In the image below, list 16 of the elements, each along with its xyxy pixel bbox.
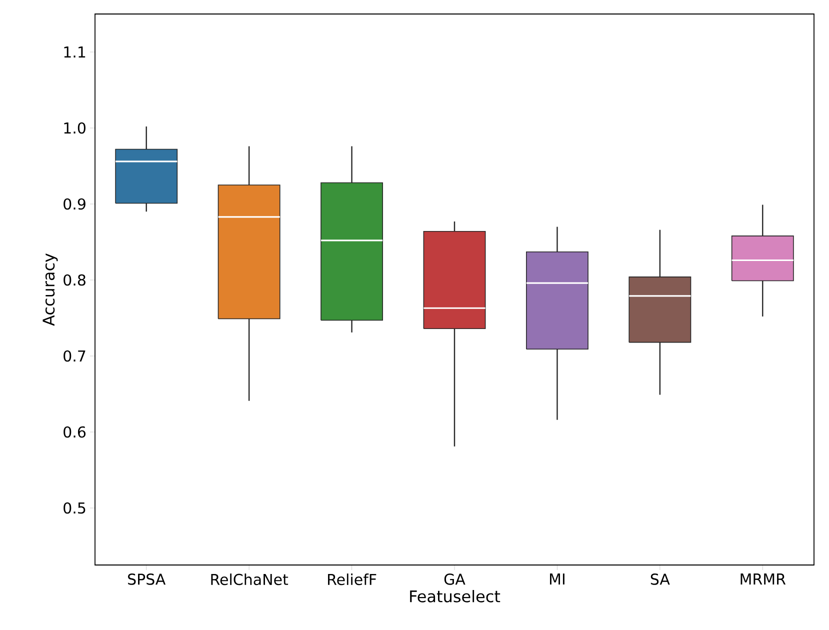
y-tick-label: 0.9 <box>64 198 86 210</box>
x-axis-title: Featuselect <box>410 590 500 602</box>
y-axis-title: Accuracy <box>42 253 58 326</box>
x-tick-label: SPSA <box>128 574 166 585</box>
y-tick-label: 1.0 <box>64 122 86 134</box>
y-tick-label: 0.8 <box>64 274 86 286</box>
y-tick-label: 0.5 <box>64 502 86 514</box>
x-tick-label: MRMR <box>740 574 786 584</box>
x-tick-label: MI <box>550 574 564 584</box>
x-tick-label: GA <box>444 574 466 585</box>
y-tick-label: 1.1 <box>64 46 86 58</box>
x-tick-label: ReliefF <box>328 574 376 586</box>
x-tick-label: SA <box>650 574 670 585</box>
x-tick-label: RelChaNet <box>211 574 288 586</box>
y-tick-label: 0.7 <box>64 350 86 362</box>
y-tick-label: 0.6 <box>64 426 86 438</box>
